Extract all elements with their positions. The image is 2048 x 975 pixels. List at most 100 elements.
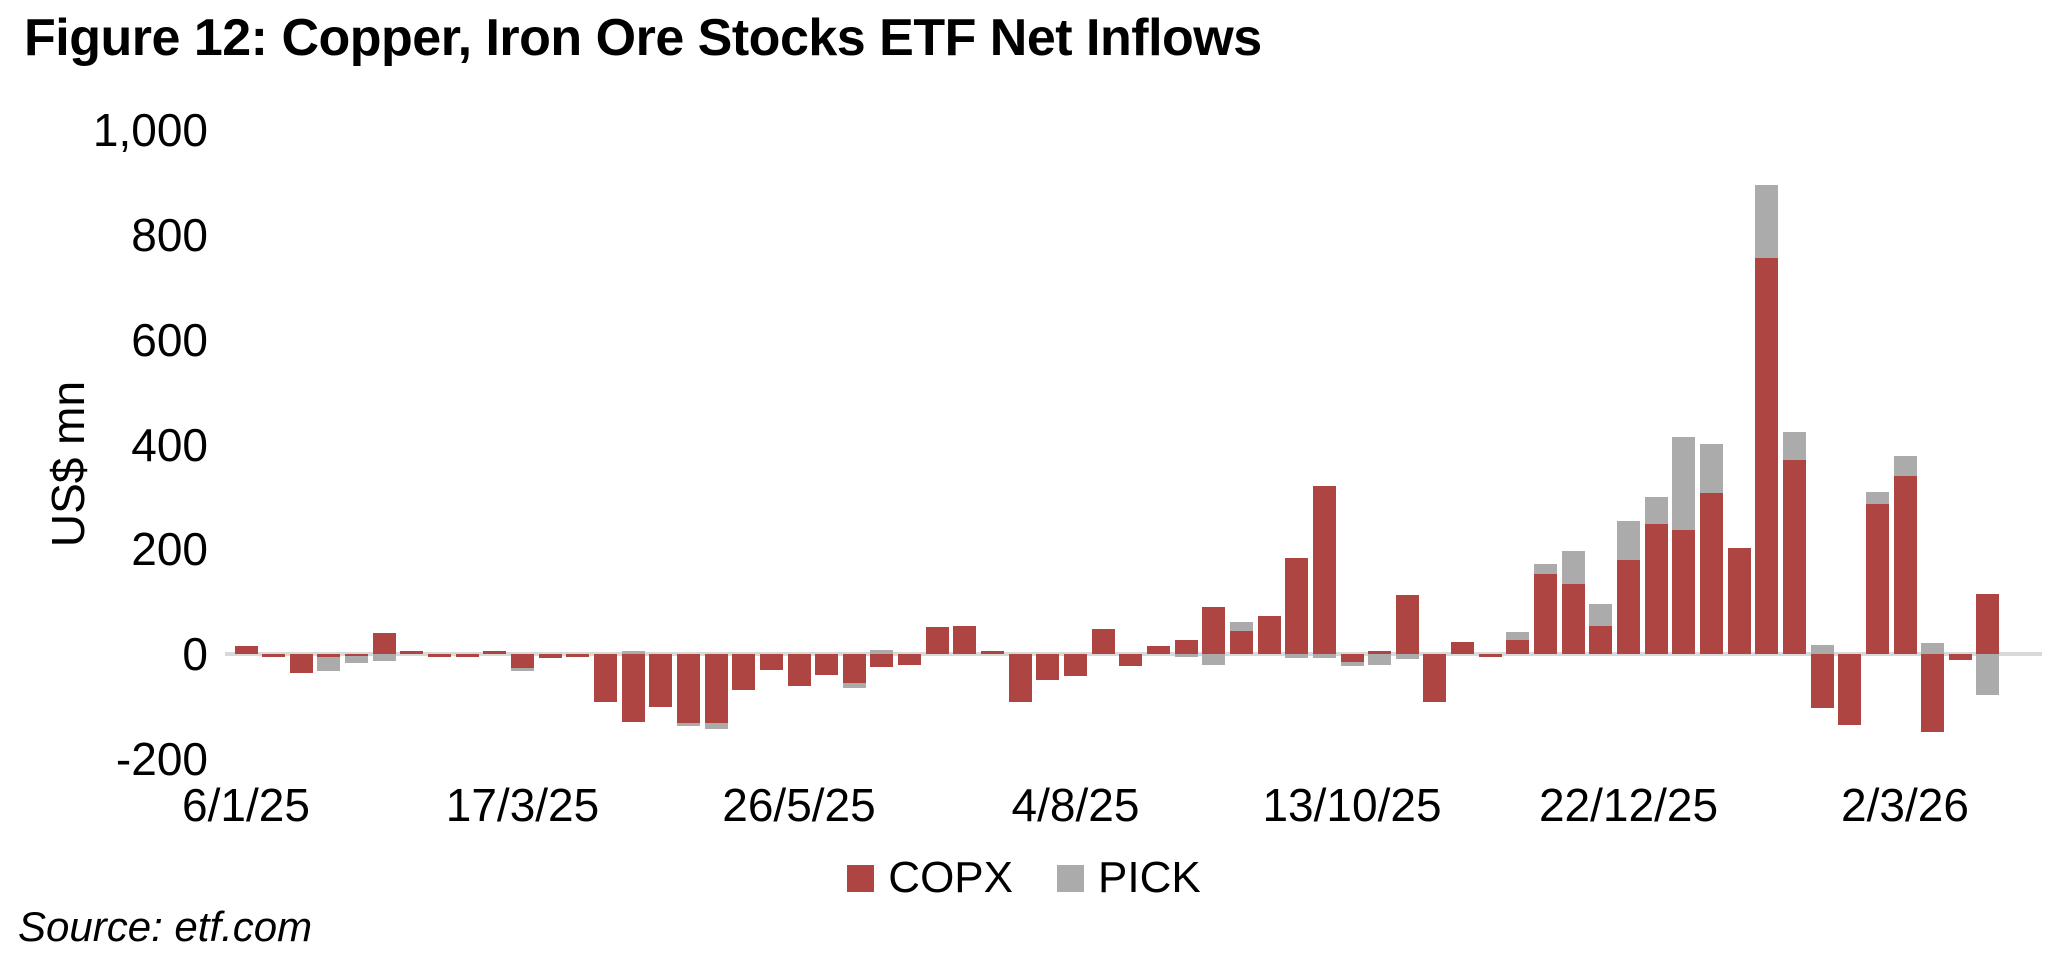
bar-segment-copx (1644, 524, 1668, 655)
bar-segment-copx (898, 654, 922, 665)
bar-segment-copx (787, 654, 811, 686)
y-tick-label: 800 (131, 208, 208, 261)
x-tick-label: 4/8/25 (1011, 779, 1140, 831)
bar-segment-copx (649, 654, 673, 707)
bar-segment-copx (842, 654, 866, 683)
bar-segment-pick (1506, 631, 1530, 640)
legend-item-pick: PICK (1057, 856, 1201, 900)
bar-segment-copx (1948, 654, 1972, 661)
bar-segment-copx (1478, 654, 1502, 658)
bar-segment-copx (925, 627, 949, 655)
bar-segment-copx (704, 654, 728, 723)
bar-segment-copx (1368, 651, 1392, 655)
x-tick-label: 13/10/25 (1262, 779, 1442, 831)
x-tick-label: 22/12/25 (1538, 779, 1719, 831)
bar-segment-pick (1672, 437, 1696, 530)
bar-segment-pick (704, 722, 728, 730)
y-tick-label: -200 (115, 733, 208, 785)
bar-segment-pick (1561, 550, 1585, 584)
bar-segment-copx (1782, 460, 1806, 655)
bar-segment-copx (676, 654, 700, 724)
pick-swatch-icon (1057, 864, 1084, 892)
bar-segment-copx (1561, 583, 1585, 655)
bar-segment-pick (372, 654, 396, 662)
bar-segment-copx (455, 654, 479, 658)
bar-segment-pick (870, 649, 894, 655)
bar-segment-copx (1893, 475, 1917, 655)
bar-segment-copx (1423, 654, 1447, 703)
bar-segment-copx (870, 654, 894, 668)
legend-label-copx: COPX (888, 853, 1013, 902)
bar-segment-pick (1921, 642, 1945, 655)
bar-segment-copx (317, 654, 341, 658)
bar-segment-copx (428, 654, 452, 658)
bar-segment-pick (1865, 492, 1889, 505)
copx-swatch-icon (847, 864, 875, 892)
x-tick-label: 26/5/25 (722, 779, 876, 831)
bar-segment-copx (1865, 504, 1889, 655)
bar-segment-copx (1229, 631, 1253, 655)
bar-segment-copx (262, 654, 286, 658)
bar-segment-copx (538, 654, 562, 658)
x-tick-label: 17/3/25 (445, 779, 600, 831)
bar-segment-copx (1174, 640, 1198, 655)
y-tick-label: 200 (131, 523, 208, 576)
bar-segment-pick (1340, 662, 1364, 667)
bar-segment-copx (1257, 616, 1281, 655)
bar-segment-copx (981, 651, 1005, 655)
bar-segment-pick (511, 668, 534, 672)
bar-segment-copx (1119, 654, 1143, 667)
bar-segment-pick (1782, 431, 1806, 461)
x-tick-label: 2/3/26 (1841, 779, 1969, 831)
bar-segment-copx (621, 654, 645, 723)
bar-segment-pick (1174, 654, 1198, 658)
bar-segment-pick (676, 723, 700, 727)
bar-segment-copx (1838, 654, 1862, 726)
bar-segment-copx (1506, 640, 1530, 655)
legend: COPX PICK (0, 856, 2048, 900)
bar-segment-copx (1534, 573, 1558, 655)
y-tick-label: 600 (131, 313, 208, 366)
bar-segment-copx (1036, 654, 1060, 680)
bar-segment-copx (1672, 529, 1696, 655)
bar-segment-copx (1285, 558, 1309, 655)
bar-segment-copx (1008, 654, 1032, 703)
y-tick-label: 1,000 (92, 104, 208, 156)
bar-segment-copx (289, 654, 313, 673)
bar-segment-copx (234, 646, 258, 655)
bar-segment-copx (1699, 493, 1723, 655)
y-tick-label: 400 (131, 418, 208, 471)
bar-segment-copx (1340, 654, 1364, 663)
bar-segment-pick (1893, 456, 1917, 476)
bar-segment-pick (1534, 564, 1558, 574)
bar-segment-copx (566, 654, 590, 658)
bar-segment-copx (511, 654, 534, 669)
legend-label-pick: PICK (1098, 853, 1201, 902)
bar-segment-pick (1976, 654, 2000, 696)
bar-segment-copx (1146, 645, 1170, 655)
bar-segment-pick (1617, 521, 1640, 560)
bar-segment-copx (345, 654, 369, 658)
x-tick-label: 6/1/25 (182, 779, 310, 831)
bar-segment-copx (1617, 559, 1640, 655)
bar-segment-pick (317, 657, 341, 671)
bar-segment-pick (1755, 185, 1779, 259)
bar-segment-pick (1368, 654, 1392, 665)
bar-segment-copx (1312, 486, 1336, 655)
bar-segment-copx (1976, 593, 2000, 655)
bar-segment-copx (1064, 654, 1087, 677)
bar-segment-copx (759, 654, 783, 670)
bar-segment-copx (593, 654, 617, 703)
y-tick-label: 0 (182, 628, 208, 681)
bar-segment-copx (1810, 654, 1834, 709)
bar-segment-copx (953, 625, 977, 655)
bar-segment-copx (400, 651, 424, 655)
bar-segment-pick (1395, 654, 1419, 659)
bar-segment-pick (1644, 496, 1668, 525)
bar-segment-copx (1091, 629, 1115, 655)
bar-segment-pick (1810, 645, 1834, 655)
bar-segment-pick (621, 651, 645, 655)
bar-segment-copx (1755, 258, 1779, 655)
bar-segment-copx (1451, 642, 1475, 655)
